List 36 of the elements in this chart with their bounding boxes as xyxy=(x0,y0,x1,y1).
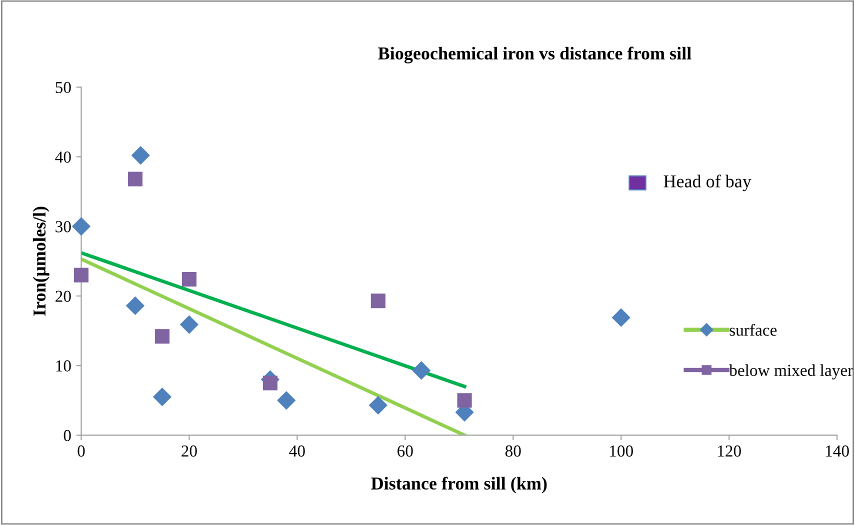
annotation: Head of bay xyxy=(664,174,752,192)
y-tick-label: 30 xyxy=(56,221,71,232)
y-axis-title: Iron(µmoles/l) xyxy=(32,206,50,316)
x-tick-label: 80 xyxy=(505,445,521,457)
x-axis-title: Distance from sill (km) xyxy=(371,476,547,494)
point xyxy=(74,268,89,282)
y-tick-label: 10 xyxy=(56,360,71,372)
x-tick-label: 40 xyxy=(289,445,305,457)
x-tick-label: 20 xyxy=(182,445,197,457)
y-tick-label: 0 xyxy=(64,430,71,442)
point xyxy=(370,294,386,308)
point xyxy=(612,308,630,327)
y-tick-label: 20 xyxy=(56,290,71,302)
point xyxy=(368,396,388,415)
legend-label: below mixed layer xyxy=(729,364,853,380)
x-tick-label: 60 xyxy=(398,445,413,457)
point xyxy=(131,146,150,165)
point xyxy=(457,393,472,408)
point xyxy=(412,361,431,380)
x-tick-label: 100 xyxy=(610,445,633,457)
point xyxy=(154,329,170,344)
x-tick-label: 140 xyxy=(826,445,849,457)
point xyxy=(277,391,296,410)
point xyxy=(180,315,199,334)
legend-label: surface xyxy=(730,324,777,336)
point xyxy=(126,296,145,316)
point xyxy=(152,388,172,406)
y-tick-label: 40 xyxy=(55,151,71,163)
x-tick-label: 0 xyxy=(78,445,85,457)
y-tick-label: 50 xyxy=(56,82,71,94)
x-tick-label: 120 xyxy=(718,445,741,457)
point xyxy=(182,272,196,287)
point xyxy=(128,172,142,186)
chart-title: Biogeochemical iron vs distance from sill xyxy=(378,46,692,64)
point xyxy=(72,217,91,236)
point xyxy=(262,376,278,390)
